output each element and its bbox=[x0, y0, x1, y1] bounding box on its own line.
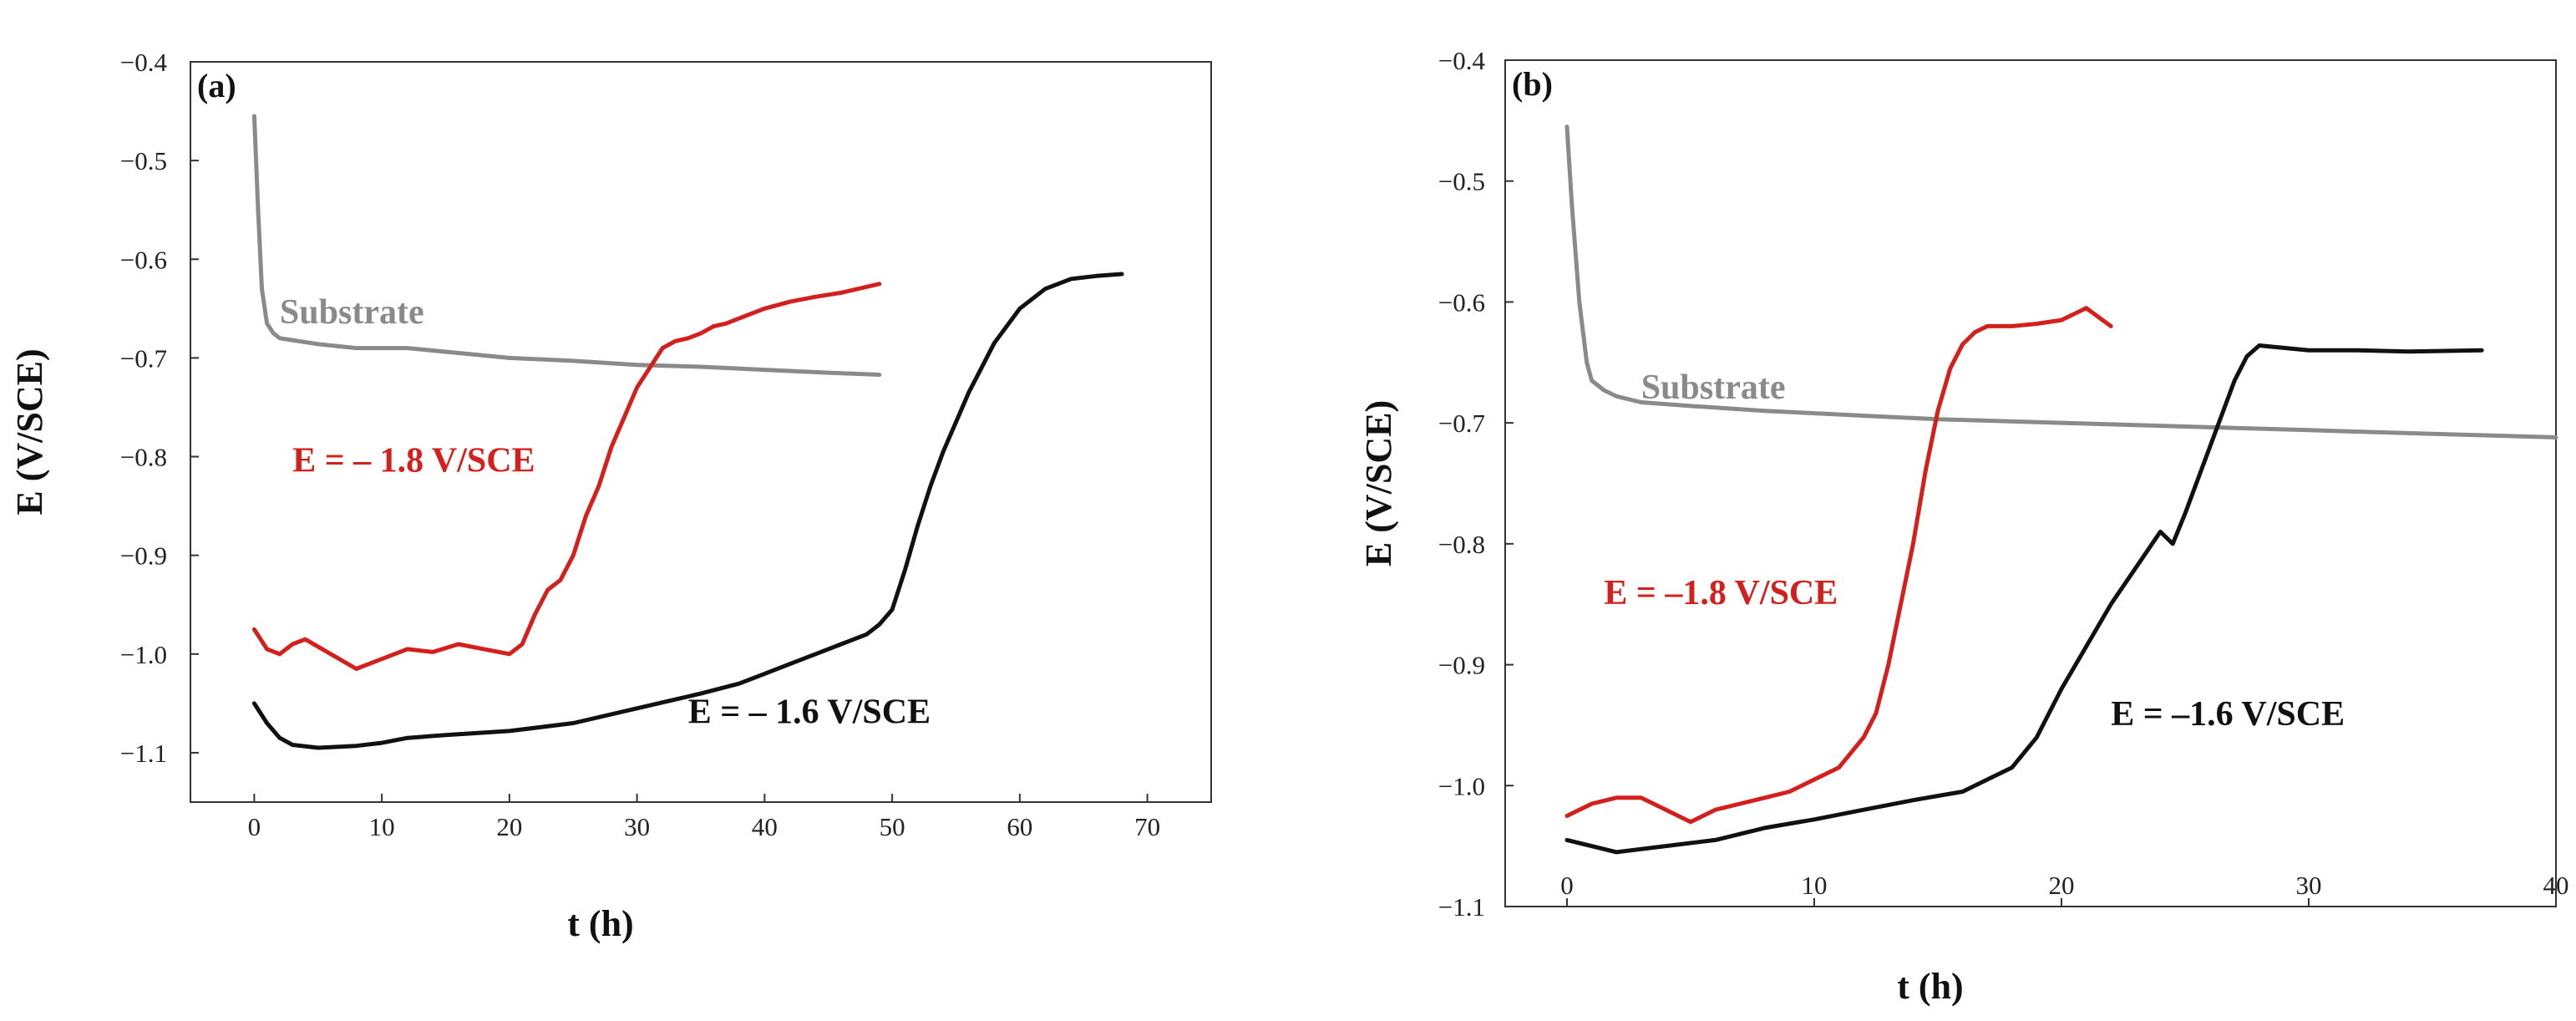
chart-b-x-tick-label: 10 bbox=[1802, 871, 1828, 900]
chart-b-x-tick-label: 0 bbox=[1560, 871, 1574, 900]
chart-a-annotation-2: E = – 1.6 V/SCE bbox=[688, 693, 931, 731]
chart-a-y-tick-label: −0.8 bbox=[120, 443, 167, 472]
chart-b-y-tick-label: −0.4 bbox=[1438, 46, 1486, 75]
chart-b-y-tick-label: −0.8 bbox=[1438, 530, 1485, 559]
chart-b-annotation-0: Substrate bbox=[1641, 368, 1786, 407]
chart-a-y-tick-label: −0.4 bbox=[120, 48, 168, 77]
chart-b-y-axis-label: E (V/SCE) bbox=[1358, 400, 1399, 566]
chart-a-annotation-0: Substrate bbox=[280, 293, 424, 332]
chart-a-series-line-1 bbox=[251, 282, 882, 671]
chart-b-y-tick-label: −1.0 bbox=[1438, 771, 1485, 800]
chart-b-panel-label: (b) bbox=[1512, 65, 1553, 103]
chart-a-x-tick-label: 50 bbox=[880, 812, 905, 841]
chart-a-y-axis-label: E (V/SCE) bbox=[9, 348, 50, 515]
chart-a-y-tick-label: −0.5 bbox=[120, 146, 167, 175]
chart-a-y-tick-label: −0.7 bbox=[120, 343, 167, 373]
chart-a-series-line-0 bbox=[251, 114, 882, 377]
chart-a-x-tick-label: 20 bbox=[496, 812, 522, 841]
chart-a-x-tick-label: 0 bbox=[248, 812, 261, 841]
chart-b-annotation-2: E = –1.6 V/SCE bbox=[2111, 695, 2345, 734]
chart-b-y-tick-label: −0.6 bbox=[1438, 287, 1485, 317]
chart-a-y-tick-label: −0.9 bbox=[120, 541, 167, 571]
chart-b-y-tick-label: −0.5 bbox=[1438, 167, 1485, 196]
chart-a-x-axis-label: t (h) bbox=[567, 903, 633, 944]
chart-a-y-tick-label: −1.1 bbox=[120, 739, 167, 768]
chart-b-y-tick-label: −1.1 bbox=[1438, 892, 1485, 922]
chart-a-panel-label: (a) bbox=[197, 67, 236, 104]
chart-a-x-tick-label: 70 bbox=[1134, 812, 1160, 841]
chart-a-y-tick-label: −1.0 bbox=[120, 640, 167, 669]
chart-a-x-tick-label: 60 bbox=[1007, 812, 1032, 841]
chart-b-annotation-1: E = –1.8 V/SCE bbox=[1604, 574, 1838, 612]
chart-a-plot-frame bbox=[190, 61, 1212, 803]
chart-a-series-line-2 bbox=[251, 272, 1124, 750]
chart-a-annotation-1: E = – 1.8 V/SCE bbox=[292, 441, 535, 480]
chart-a-x-tick-label: 40 bbox=[752, 812, 778, 841]
chart-b-plot-frame bbox=[1504, 59, 2557, 907]
chart-b-series-line-2 bbox=[1564, 343, 2484, 855]
chart-a-y-tick-label: −0.6 bbox=[120, 245, 167, 274]
chart-b-y-tick-label: −0.9 bbox=[1438, 651, 1485, 680]
chart-b-series-line-0 bbox=[1564, 124, 2558, 439]
chart-b-x-tick-label: 20 bbox=[2049, 871, 2075, 900]
chart-a-x-tick-label: 30 bbox=[624, 812, 650, 841]
chart-b-group: 0 10 20 30 40 −0.4 −0.5 −0.6 −0.7 −0.8 −0.9 −1.0 −1.… bbox=[1358, 46, 2569, 1007]
chart-b-x-tick-label: 40 bbox=[2543, 871, 2569, 900]
chart-a-x-tick-label: 10 bbox=[369, 812, 395, 841]
chart-b-y-tick-label: −0.7 bbox=[1438, 409, 1485, 438]
chart-b-x-axis-label: t (h) bbox=[1897, 966, 1963, 1007]
chart-b-series-line-1 bbox=[1564, 306, 2113, 825]
chart-a-group: 0 10 20 30 40 50 60 70 −0.4 −0.5 −0.6 −0.7 −0.8 −0.9 −… bbox=[9, 48, 1212, 944]
chart-b-x-tick-label: 30 bbox=[2296, 871, 2322, 900]
